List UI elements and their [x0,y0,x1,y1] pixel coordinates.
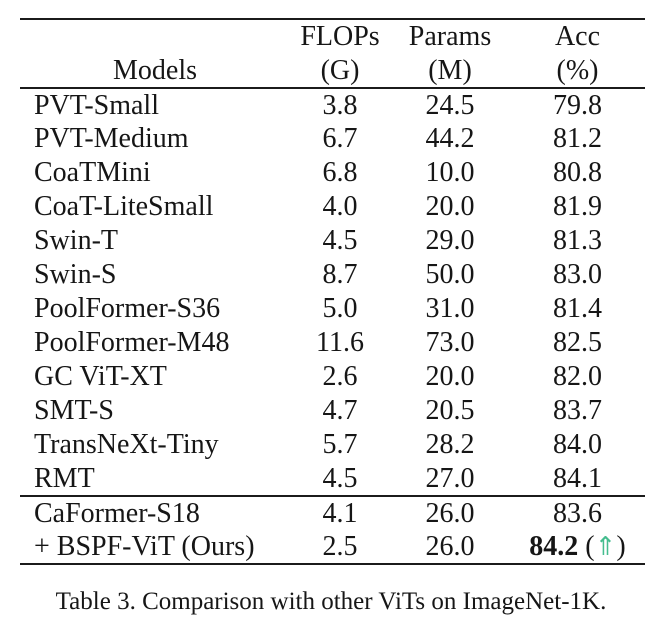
cell-acc: 81.3 [553,225,602,256]
cell-params: 26.0 [390,495,510,530]
col-header-acc-unit: (%) [556,55,599,86]
best-acc-value: 84.2 [529,530,579,562]
cell-acc: 81.9 [553,191,602,222]
up-arrow-icon: ⇑ [594,531,617,562]
cell-params: 24.5 [390,87,510,122]
cell-params: 10.0 [425,157,475,188]
cell-flops: 2.5 [322,530,358,562]
cell-model: CoaT-LiteSmall [34,191,214,222]
cell-model: RMT [34,462,95,494]
table-row: CoaT-LiteSmall 4.0 20.0 81.9 [20,190,645,224]
table-header: Models FLOPs Params Acc (G) (M) (%) [20,19,645,88]
cell-flops: 3.8 [290,87,390,122]
table-row: CoaTMini 6.8 10.0 80.8 [20,156,645,190]
cell-model: PoolFormer-S36 [34,293,221,324]
cell-flops: 11.6 [316,327,364,358]
cell-acc: 79.8 [510,87,645,122]
cell-acc: 81.4 [553,293,602,324]
cell-acc: 83.0 [553,259,602,290]
cell-flops: 4.0 [322,191,358,222]
cell-params: 20.5 [425,395,475,426]
col-header-flops-unit: (G) [320,55,360,86]
cell-model: CaFormer-S18 [20,495,290,530]
cell-flops: 5.7 [322,429,358,460]
table-row: SMT-S 4.7 20.5 83.7 [20,394,645,428]
cell-model: Swin-T [34,225,118,256]
col-header-acc: Acc [554,21,601,52]
cell-model: SMT-S [34,395,114,426]
cell-model: TransNeXt-Tiny [34,429,219,460]
cell-acc: 82.0 [553,361,602,392]
table-row: GC ViT-XT 2.6 20.0 82.0 [20,360,645,394]
cell-model: Swin-S [34,259,117,290]
cell-params: 28.2 [425,429,475,460]
paren-open: ( [585,530,595,562]
cell-acc: 82.5 [553,327,602,358]
table-row-ours: + BSPF-ViT (Ours) 2.5 26.0 84.2 (⇑) [20,530,645,564]
cell-model: + BSPF-ViT (Ours) [34,530,255,562]
cell-params: 50.0 [425,259,475,290]
cell-model: GC ViT-XT [34,361,167,392]
table-caption: Table 3. Comparison with other ViTs on I… [55,588,607,615]
table-row: RMT 4.5 27.0 84.1 [20,462,645,496]
table-body: PVT-Small 3.8 24.5 79.8 PVT-Medium 6.7 4… [20,87,645,564]
paren-close: ) [616,530,626,562]
cell-flops: 4.1 [290,495,390,530]
comparison-table-container: Models FLOPs Params Acc (G) (M) (%) PVT-… [20,18,645,565]
cell-params: 44.2 [425,123,475,154]
table-row: Swin-T 4.5 29.0 81.3 [20,224,645,258]
cell-acc: 80.8 [553,157,602,188]
cell-acc: 84.1 [553,462,602,494]
cell-model: PVT-Medium [34,123,189,154]
table-row: PVT-Small 3.8 24.5 79.8 [20,87,645,122]
header-row-2: (G) (M) (%) [20,53,645,88]
cell-params: 31.0 [425,293,475,324]
table-row: TransNeXt-Tiny 5.7 28.2 84.0 [20,428,645,462]
table-row: PVT-Medium 6.7 44.2 81.2 [20,122,645,156]
cell-flops: 5.0 [322,293,358,324]
cell-flops: 4.7 [322,395,358,426]
cell-acc: 84.0 [553,429,602,460]
cell-flops: 2.6 [322,361,358,392]
col-header-flops: FLOPs [300,21,380,52]
cell-model: PoolFormer-M48 [34,327,230,358]
cell-params: 73.0 [425,327,475,358]
table-row: PoolFormer-M48 11.6 73.0 82.5 [20,326,645,360]
cell-flops: 6.8 [322,157,358,188]
table-row: CaFormer-S18 4.1 26.0 83.6 [20,495,645,530]
cell-params: 20.0 [425,191,475,222]
cell-flops: 4.5 [322,225,358,256]
cell-params: 27.0 [425,462,475,494]
cell-params: 26.0 [425,530,475,562]
col-header-params: Params [408,21,492,52]
col-header-models: Models [113,55,197,86]
cell-flops: 6.7 [322,123,358,154]
cell-acc: 81.2 [553,123,602,154]
cell-acc: 84.2 (⇑) [510,530,645,564]
header-row-1: Models FLOPs Params Acc [20,19,645,86]
results-table: Models FLOPs Params Acc (G) (M) (%) PVT-… [20,18,645,565]
cell-model: PVT-Small [20,87,290,122]
table-row: Swin-S 8.7 50.0 83.0 [20,258,645,292]
cell-params: 29.0 [425,225,475,256]
cell-flops: 8.7 [322,259,358,290]
cell-acc: 83.6 [510,495,645,530]
table-row: PoolFormer-S36 5.0 31.0 81.4 [20,292,645,326]
cell-flops: 4.5 [322,462,358,494]
cell-params: 20.0 [425,361,475,392]
cell-acc: 83.7 [553,395,602,426]
cell-model: CoaTMini [34,157,151,188]
col-header-params-unit: (M) [428,55,472,86]
